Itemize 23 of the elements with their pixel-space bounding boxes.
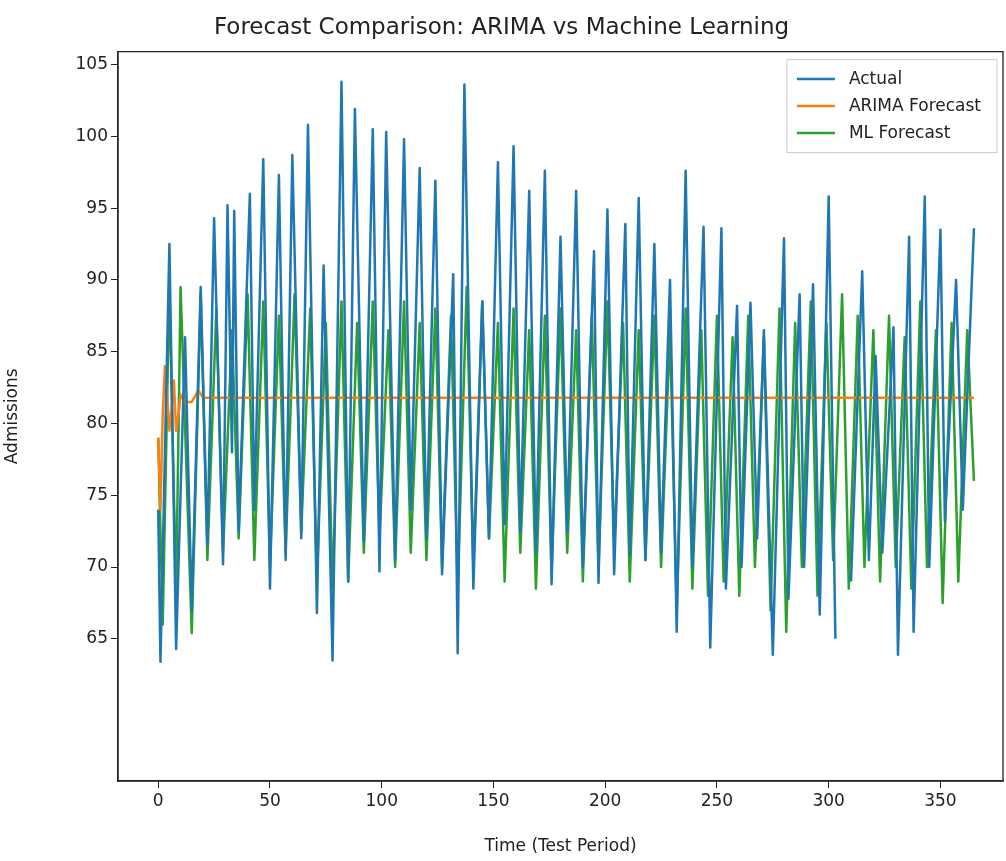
x-tick-label: 300 (812, 789, 845, 810)
x-tick-label: 200 (588, 789, 622, 810)
y-tick-label: 65 (86, 627, 108, 648)
chart-title: Forecast Comparison: ARIMA vs Machine Learning (213, 12, 790, 39)
x-tick-label: 250 (700, 789, 734, 810)
x-tick-label: 150 (477, 789, 510, 810)
legend-label: ML Forecast (848, 121, 951, 142)
y-tick-label: 100 (75, 124, 108, 145)
y-tick-label: 90 (86, 268, 108, 289)
x-tick-label: 0 (152, 789, 164, 810)
x-tick-label: 350 (924, 789, 957, 810)
x-tick-label: 100 (365, 789, 398, 810)
y-tick-label: 85 (86, 340, 108, 361)
y-tick-label: 95 (86, 196, 108, 217)
y-tick-label: 80 (86, 411, 108, 432)
y-tick-label: 105 (75, 52, 108, 73)
y-axis-title: Admissions (0, 368, 21, 465)
y-tick-label: 70 (86, 555, 108, 576)
legend-label: ARIMA Forecast (848, 94, 982, 115)
y-tick-label: 75 (86, 483, 108, 504)
x-tick-label: 50 (259, 789, 281, 810)
x-axis-title: Time (Test Period) (483, 835, 637, 856)
legend-label: Actual (848, 67, 903, 88)
